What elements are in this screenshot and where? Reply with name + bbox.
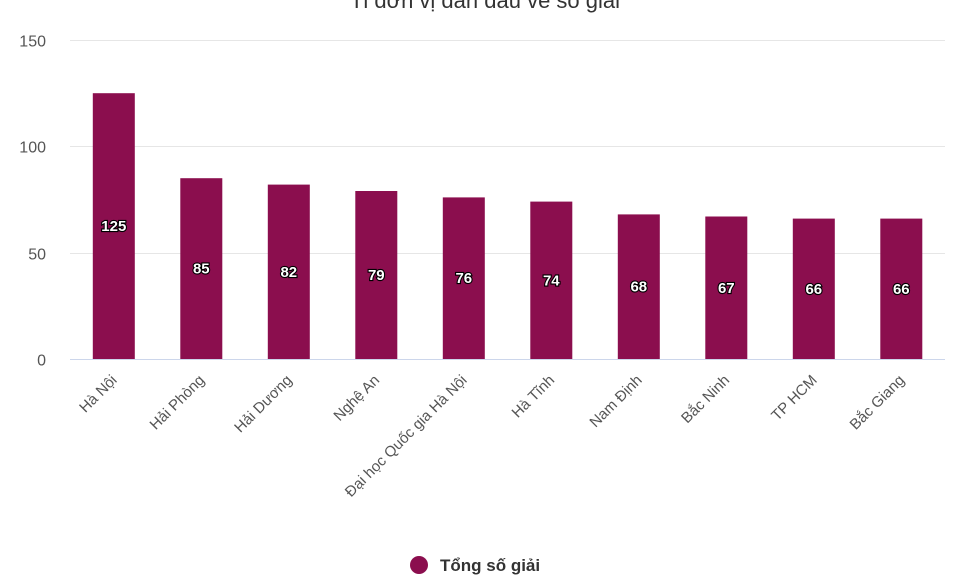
x-tick-label: Hà Tĩnh xyxy=(509,372,559,422)
x-tick-label: Bắc Ninh xyxy=(678,372,733,427)
x-tick-label: Hải Phòng xyxy=(147,372,209,434)
bar[interactable] xyxy=(180,178,223,359)
x-tick-label: TP HCM xyxy=(768,372,820,424)
y-tick-label: 0 xyxy=(37,353,46,370)
bar[interactable] xyxy=(880,218,923,359)
y-tick-label: 100 xyxy=(19,140,46,157)
legend[interactable]: Tổng số giải xyxy=(410,556,540,575)
bar[interactable] xyxy=(442,197,485,359)
data-label: 76 xyxy=(455,270,472,287)
data-labels: 125 85 82 79 76 74 68 67 66 66 xyxy=(100,217,911,299)
x-tick-label: Nam Định xyxy=(586,372,645,431)
y-tick-label: 50 xyxy=(28,247,46,264)
bar[interactable] xyxy=(792,218,835,359)
bar[interactable] xyxy=(267,184,310,359)
data-label: 85 xyxy=(193,261,210,278)
bar[interactable] xyxy=(617,214,660,359)
legend-label[interactable]: Tổng số giải xyxy=(440,556,540,575)
x-tick-label: Hải Dương xyxy=(231,372,295,436)
legend-marker[interactable] xyxy=(410,556,428,574)
data-label: 68 xyxy=(630,279,647,296)
bars xyxy=(92,93,923,360)
y-axis-ticks: 0 50 100 150 xyxy=(19,34,46,370)
bar[interactable] xyxy=(705,216,748,360)
bar[interactable] xyxy=(355,191,398,359)
x-tick-label: Hà Nội xyxy=(76,372,120,416)
data-label: 66 xyxy=(805,281,822,298)
x-tick-label: Bắc Giang xyxy=(847,372,909,434)
bar[interactable] xyxy=(92,93,135,359)
data-label: 79 xyxy=(368,267,385,284)
y-tick-label: 150 xyxy=(19,34,46,51)
data-label: 125 xyxy=(101,218,126,235)
bar[interactable] xyxy=(530,201,573,359)
chart-title: Tỉ đơn vị dẫn đầu về số giải xyxy=(350,0,620,13)
data-label: 66 xyxy=(893,281,910,298)
x-tick-label: Nghệ An xyxy=(330,372,383,425)
data-label: 82 xyxy=(280,264,297,281)
data-label: 74 xyxy=(543,272,560,289)
data-label: 67 xyxy=(718,280,735,297)
